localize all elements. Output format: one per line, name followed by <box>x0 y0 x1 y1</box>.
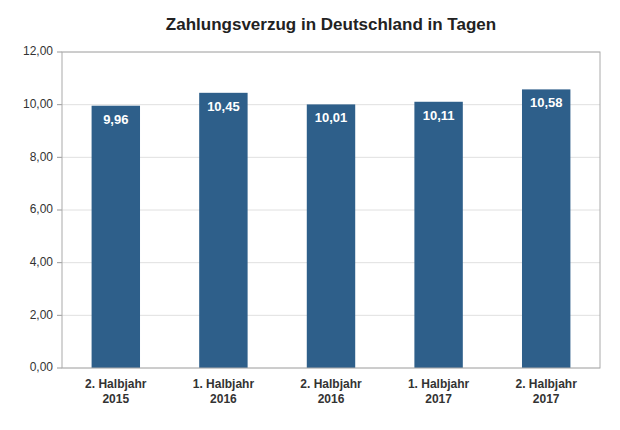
title: Zahlungsverzug in Deutschland in Tagen <box>166 15 496 34</box>
bar <box>307 104 355 368</box>
category-label: 2. Halbjahr2015 <box>85 377 147 406</box>
x-axis: 2. Halbjahr2015 1. Halbjahr2016 2. Halbjah… <box>85 377 577 406</box>
tick-label: 10,00 <box>23 97 53 111</box>
plot-frame <box>62 52 600 368</box>
bar <box>199 93 247 368</box>
tick-mark <box>57 52 62 53</box>
category-label: 2. Halbjahr2017 <box>516 377 578 406</box>
bar <box>522 89 570 368</box>
tick-label: 0,00 <box>30 360 54 374</box>
category-label: 2. Halbjahr2016 <box>300 377 362 406</box>
data-label: 9,96 <box>103 112 128 127</box>
data-labels: 9,96 10,45 10,01 10,11 10,58 <box>103 95 562 126</box>
tick-label: 12,00 <box>23 44 53 58</box>
tick-mark <box>57 157 62 158</box>
data-label: 10,58 <box>530 95 563 110</box>
grid <box>62 52 600 368</box>
category-label: 1. Halbjahr2016 <box>193 377 255 406</box>
tick-mark <box>57 262 62 263</box>
tick-label: 2,00 <box>30 308 54 322</box>
bar <box>92 106 140 368</box>
bars <box>92 89 571 368</box>
tick-label: 6,00 <box>30 202 54 216</box>
chart: Zahlungsverzug in Deutschland in Tagen 0,… <box>0 0 620 430</box>
y-axis: 0,00 2,00 4,00 6,00 8,00 10,00 12,00 <box>23 44 62 374</box>
tick-mark <box>57 104 62 105</box>
tick-mark <box>57 315 62 316</box>
data-label: 10,45 <box>207 99 240 114</box>
tick-label: 8,00 <box>30 150 54 164</box>
category-label: 1. Halbjahr2017 <box>408 377 470 406</box>
bar <box>414 102 462 368</box>
tick-mark <box>57 210 62 211</box>
data-label: 10,01 <box>315 110 348 125</box>
tick-mark <box>57 368 62 369</box>
tick-label: 4,00 <box>30 255 54 269</box>
data-label: 10,11 <box>423 108 455 123</box>
